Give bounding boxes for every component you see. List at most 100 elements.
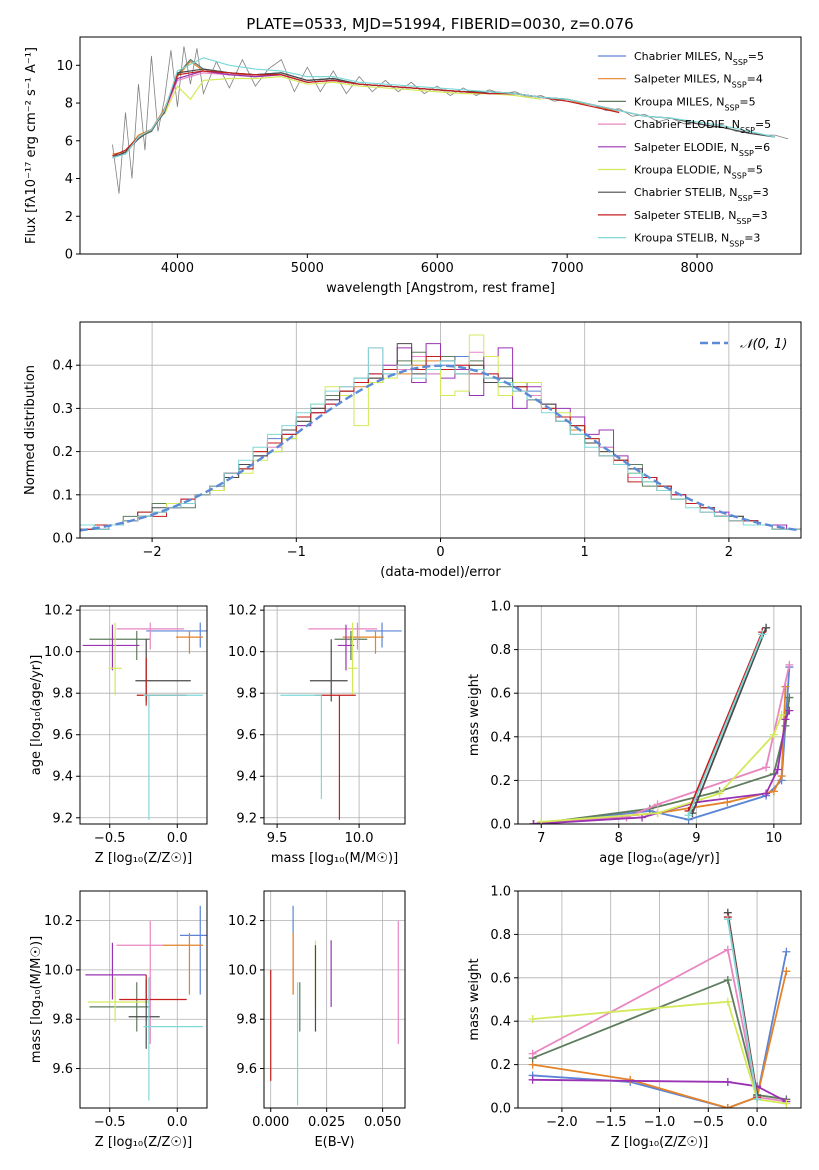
y-tick-label: 1.0 [490, 885, 511, 900]
mass-weight-marker [785, 706, 794, 715]
mass-weight-line [532, 1000, 787, 1105]
x-tick-label: 1 [581, 545, 589, 560]
mass-weight-marker [773, 765, 782, 774]
x-tick-label: 0.050 [364, 1115, 401, 1130]
mass-weight-marker [537, 817, 546, 824]
y-tick-label: 2 [65, 210, 73, 225]
mass-weight-marker [777, 772, 786, 781]
y-tick-label: 10 [56, 59, 73, 74]
x-tick-label: 7000 [551, 261, 584, 276]
y-tick-label: 10.2 [44, 914, 73, 929]
errorbar-point [82, 624, 140, 671]
mass-weight-marker [781, 715, 790, 724]
y-tick-label: 0.2 [52, 445, 73, 460]
errorbar-point [88, 977, 149, 1022]
y-tick-label: 9.6 [236, 1062, 257, 1077]
massweight_vs_age-axes: 7 8 9 10 0.0 0.2 0.4 0.6 0.8 1.0 age [log₁₀(age/yr… [467, 600, 801, 866]
mass-weight-marker [684, 811, 693, 820]
age_vs_Z-frame [79, 605, 208, 825]
errorbar-point [337, 624, 355, 671]
legend-label: Chabrier MILES, NSSP=5 [634, 50, 764, 67]
y-tick-label: 9.8 [236, 1013, 257, 1028]
mass-weight-marker [626, 1075, 635, 1084]
y-tick-label: 10.2 [228, 914, 257, 929]
mass-weight-marker [723, 915, 732, 924]
y-tick-label: 9.8 [52, 687, 73, 702]
age_vs_mass-marks [280, 622, 402, 820]
spectrum-frame [79, 36, 802, 255]
mass-weight-marker [753, 1095, 762, 1104]
x-tick-label: 9.5 [267, 831, 288, 846]
y-tick-label: 0.8 [490, 643, 511, 658]
x-tick-label: 8000 [681, 261, 714, 276]
y-axis-label: Flux [fλ10⁻¹⁷ erg cm⁻² s⁻¹ A⁻¹] [24, 47, 39, 244]
mass-weight-marker [762, 789, 771, 798]
age_vs_Z-axes: −0.5 0.0 9.2 9.4 9.6 9.8 10.0 10.2 Z [log₁₀(Z/Z☉… [29, 604, 207, 866]
histogram-step [80, 347, 801, 538]
y-tick-label: 10.0 [44, 963, 73, 978]
x-tick-label: 0.0 [747, 1115, 768, 1130]
errorbar-point [308, 622, 378, 650]
mass-weight-line [687, 634, 764, 816]
errorbar-point [143, 977, 203, 1101]
mass_vs_EBV-marks [270, 905, 399, 1106]
y-tick-label: 0.0 [52, 532, 73, 547]
residuals-legend: 𝒩(0, 1) [700, 337, 787, 352]
mass-weight-marker [782, 947, 791, 956]
y-tick-label: 9.6 [52, 1062, 73, 1077]
y-tick-label: 10.0 [44, 645, 73, 660]
legend-label: Kroupa STELIB, NSSP=3 [634, 232, 760, 249]
massweight_vs_Z-frame [517, 890, 802, 1109]
x-tick-label: 8 [615, 831, 623, 846]
x-tick-label: −1.5 [595, 1115, 627, 1130]
spectrum-legend: Chabrier MILES, NSSP=5 Salpeter MILES, NS… [598, 50, 771, 248]
x-tick-label: 10 [766, 831, 783, 846]
x-axis-label: (data-model)/error [380, 565, 501, 580]
x-tick-label: 7 [537, 831, 545, 846]
y-tick-label: 9.4 [52, 770, 73, 785]
mass-weight-line [532, 978, 787, 1101]
y-tick-label: 0.0 [490, 818, 511, 833]
y-tick-label: 0.4 [490, 730, 511, 745]
mass_vs_EBV-frame [263, 890, 406, 1109]
mass-weight-marker [528, 1049, 537, 1058]
x-tick-label: −0.5 [693, 1115, 725, 1130]
mass-weight-line [532, 1078, 787, 1103]
spectrum-marks [112, 46, 789, 194]
mass-weight-marker [528, 1075, 537, 1084]
y-axis-label: Normed distribution [23, 365, 38, 495]
mass-weight-marker [782, 967, 791, 976]
x-tick-label: 9 [692, 831, 700, 846]
errorbar-point [309, 639, 348, 702]
y-tick-label: 9.8 [236, 687, 257, 702]
errorbar-point [119, 974, 187, 1001]
residuals-frame [79, 321, 802, 539]
age_vs_mass-frame [263, 605, 406, 825]
y-axis-label: mass weight [467, 958, 482, 1040]
mass-weight-marker [653, 809, 662, 818]
y-tick-label: 10.2 [228, 604, 257, 619]
mass-weight-marker [758, 630, 767, 639]
y-tick-label: 9.6 [236, 728, 257, 743]
mass-weight-marker [785, 660, 794, 669]
mass-weight-marker [723, 997, 732, 1006]
errorbar-point [116, 622, 185, 650]
mass-weight-line [532, 948, 787, 1103]
errorbar-point [108, 622, 122, 696]
mass-weight-marker [723, 945, 732, 954]
mass_vs_Z-axes: −0.5 0.0 9.6 9.8 10.0 10.2 Z [log₁₀(Z/Z☉)] mass… [29, 891, 207, 1150]
residuals-marks [80, 334, 801, 538]
mass_vs_Z-frame [79, 890, 208, 1109]
x-tick-label: 10.0 [345, 831, 374, 846]
age_vs_mass-axes: 9.5 10.0 9.2 9.4 9.6 9.8 10.0 10.2 mass [log₁₀(M… [228, 604, 405, 866]
x-axis-label: Z [log₁₀(Z/Z☉)] [95, 1135, 192, 1150]
mass-weight-marker [782, 1099, 791, 1108]
mass-weight-marker [723, 798, 732, 807]
y-tick-label: 0.4 [490, 1015, 511, 1030]
legend-label: Salpeter ELODIE, NSSP=6 [634, 141, 770, 158]
x-tick-label: 2 [725, 545, 733, 560]
legend-label: Chabrier ELODIE, NSSP=5 [634, 118, 771, 135]
y-tick-label: 0.2 [490, 1058, 511, 1073]
errorbar-point [342, 630, 384, 654]
